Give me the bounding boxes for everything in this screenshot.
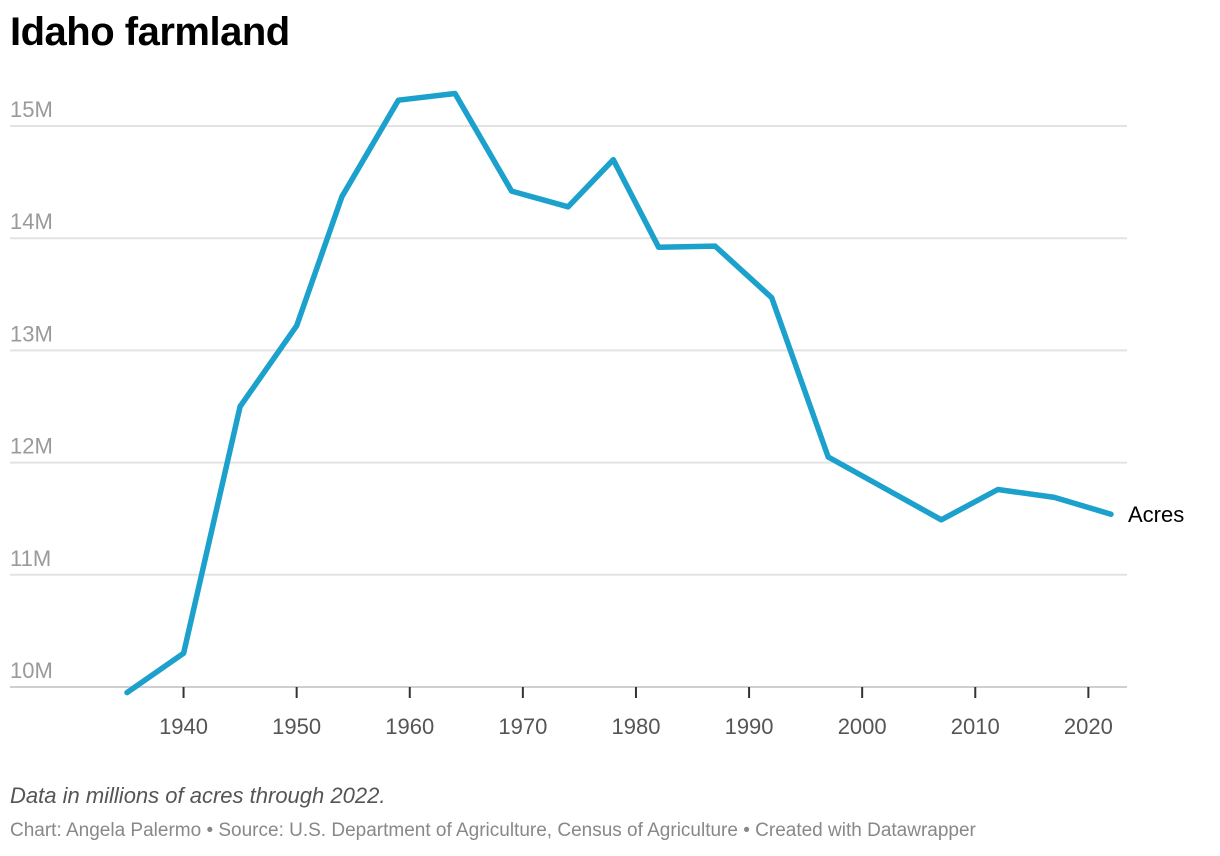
- data-point: [1051, 494, 1057, 500]
- data-point: [882, 485, 888, 491]
- data-point: [452, 90, 458, 96]
- x-tick-label: 1940: [159, 714, 208, 739]
- data-point: [565, 204, 571, 210]
- gridlines: [10, 125, 1127, 576]
- x-tick-label: 1970: [498, 714, 547, 739]
- data-point: [1108, 511, 1114, 517]
- series-layer: Acres: [124, 90, 1184, 696]
- data-point: [769, 295, 775, 301]
- data-point: [656, 244, 662, 250]
- y-tick-label: 15M: [10, 97, 53, 122]
- data-point: [509, 188, 515, 194]
- data-point: [995, 487, 1001, 493]
- x-tick-label: 2020: [1064, 714, 1113, 739]
- y-tick-label: 12M: [10, 434, 53, 459]
- data-point: [237, 404, 243, 409]
- data-point: [395, 97, 401, 103]
- x-tick-label: 2010: [951, 714, 1000, 739]
- x-axis: 1940 1950 1960 1970 1980 1990 2000 2010 2020: [10, 686, 1127, 739]
- chart-note: Data in millions of acres through 2022.: [10, 783, 386, 808]
- y-axis-ticks: 10M 11M 12M 13M 14M 15M: [10, 97, 53, 683]
- series-line-acres: [124, 90, 1114, 696]
- x-tick-label: 1960: [385, 714, 434, 739]
- y-tick-label: 14M: [10, 209, 53, 234]
- data-point: [124, 690, 130, 696]
- data-point: [712, 243, 718, 249]
- y-tick-label: 13M: [10, 321, 53, 346]
- x-tick-label: 2000: [838, 714, 887, 739]
- data-point: [610, 157, 616, 163]
- y-tick-label: 10M: [10, 658, 53, 683]
- x-tick-label: 1990: [725, 714, 774, 739]
- data-point: [938, 517, 944, 523]
- data-point: [339, 194, 345, 200]
- data-point: [825, 454, 831, 460]
- series-label: Acres: [1128, 502, 1184, 527]
- x-tick-label: 1980: [611, 714, 660, 739]
- x-tick-label: 1950: [272, 714, 321, 739]
- chart-title: Idaho farmland: [10, 10, 290, 54]
- data-point: [181, 650, 187, 656]
- data-point: [294, 323, 300, 329]
- chart-byline: Chart: Angela Palermo • Source: U.S. Dep…: [10, 820, 976, 841]
- y-tick-label: 11M: [10, 546, 51, 571]
